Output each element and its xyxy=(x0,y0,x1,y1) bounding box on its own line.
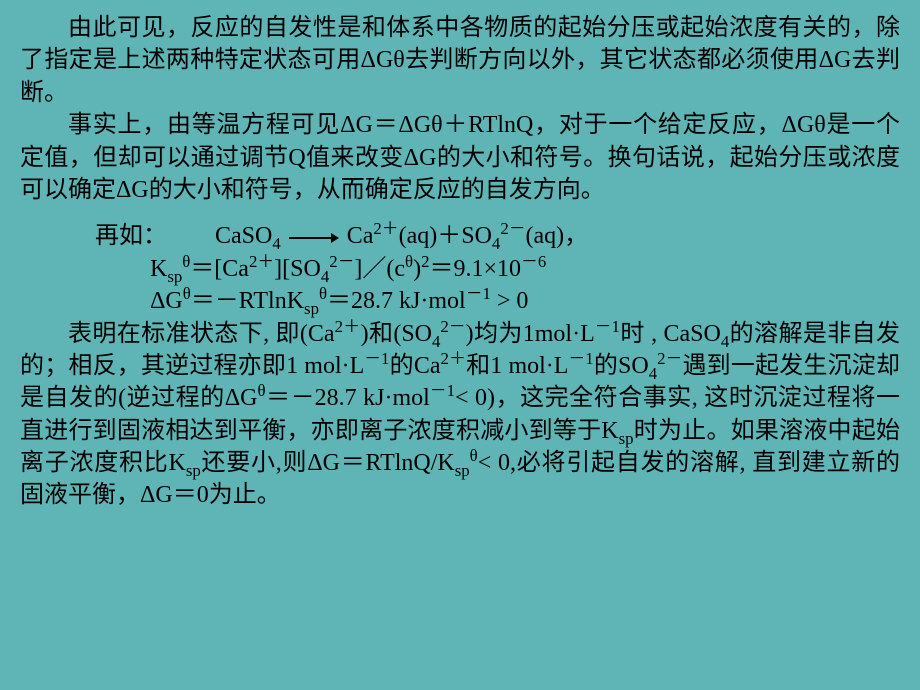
delta-g-expression: ΔGθ＝－RTlnKspθ＝28.7 kJ·mol－1 > 0 xyxy=(150,288,528,314)
reactant: CaSO4 xyxy=(215,223,281,249)
paragraph-2: 事实上，由等温方程可见ΔG＝ΔGθ＋RTlnQ，对于一个给定反应，ΔGθ是一个定… xyxy=(20,109,900,206)
spacer xyxy=(20,206,900,220)
ksp-expression: Kspθ＝[Ca2＋][SO42－]／(cθ)2＝9.1×10－6 xyxy=(150,256,546,282)
equation-line-1: 再如： CaSO4 Ca2＋(aq)＋SO42－(aq)， xyxy=(20,220,900,252)
paragraph-2-text: 事实上，由等温方程可见ΔG＝ΔGθ＋RTlnQ，对于一个给定反应，ΔGθ是一个定… xyxy=(20,112,900,203)
paragraph-3-text: 表明在标准状态下, 即(Ca2＋)和(SO42－)均为1mol·L－1时 , C… xyxy=(20,321,900,509)
equation-line-2: Kspθ＝[Ca2＋][SO42－]／(cθ)2＝9.1×10－6 xyxy=(20,253,900,285)
equation-line-3: ΔGθ＝－RTlnKspθ＝28.7 kJ·mol－1 > 0 xyxy=(20,285,900,317)
products: Ca2＋(aq)＋SO42－(aq)， xyxy=(347,223,588,249)
paragraph-3: 表明在标准状态下, 即(Ca2＋)和(SO42－)均为1mol·L－1时 , C… xyxy=(20,318,900,512)
paragraph-1-text: 由此可见，反应的自发性是和体系中各物质的起始分压或起始浓度有关的，除了指定是上述… xyxy=(20,15,900,106)
paragraph-1: 由此可见，反应的自发性是和体系中各物质的起始分压或起始浓度有关的，除了指定是上述… xyxy=(20,12,900,109)
equation-prefix: 再如： xyxy=(95,223,167,249)
